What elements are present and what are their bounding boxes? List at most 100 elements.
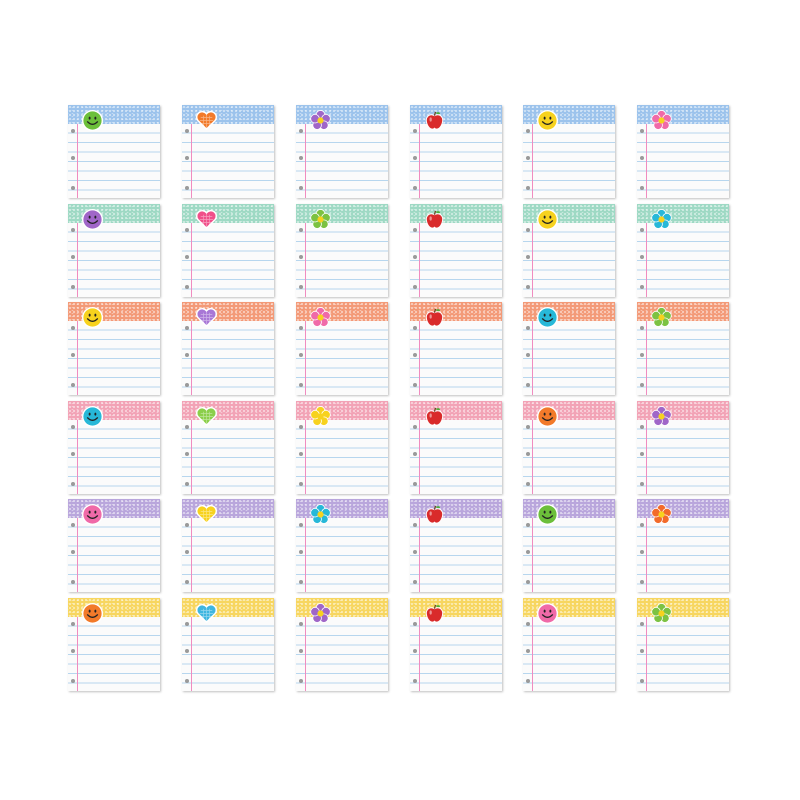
smiley-icon (81, 405, 104, 428)
ruled-lines (68, 223, 160, 297)
punch-hole (640, 550, 644, 554)
heart-icon (195, 405, 218, 428)
heart-icon (195, 602, 218, 625)
notebook-paper-card (637, 302, 729, 395)
smiley-icon (536, 602, 559, 625)
punch-hole (185, 186, 189, 190)
punch-hole (526, 156, 530, 160)
punch-hole (185, 580, 189, 584)
margin-line (191, 617, 192, 691)
margin-line (419, 518, 420, 592)
margin-line (419, 321, 420, 395)
margin-line (191, 518, 192, 592)
ruled-lines (68, 518, 160, 592)
notebook-paper-card (523, 401, 615, 494)
flower-icon (309, 306, 332, 329)
heart-icon (195, 208, 218, 231)
ruled-lines (296, 420, 388, 494)
margin-line (191, 321, 192, 395)
punch-hole (413, 523, 417, 527)
punch-hole (185, 679, 189, 683)
flower-icon (309, 602, 332, 625)
punch-hole (413, 452, 417, 456)
flower-icon (650, 405, 673, 428)
notebook-paper-card (182, 598, 274, 691)
punch-hole (413, 482, 417, 486)
notebook-paper-card (637, 204, 729, 297)
punch-hole (526, 550, 530, 554)
punch-hole (299, 523, 303, 527)
punch-hole (299, 228, 303, 232)
notebook-paper-card (68, 598, 160, 691)
notebook-paper-card (296, 401, 388, 494)
notebook-paper-card (410, 302, 502, 395)
punch-hole (185, 255, 189, 259)
smiley-icon (536, 503, 559, 526)
ruled-lines (523, 518, 615, 592)
flower-icon (309, 208, 332, 231)
punch-hole (185, 156, 189, 160)
punch-hole (640, 452, 644, 456)
heart-icon (195, 109, 218, 132)
punch-hole (413, 228, 417, 232)
punch-hole (413, 550, 417, 554)
punch-hole (526, 129, 530, 133)
punch-hole (526, 523, 530, 527)
margin-line (532, 617, 533, 691)
punch-hole (526, 452, 530, 456)
notebook-paper-card (410, 401, 502, 494)
punch-hole (185, 326, 189, 330)
notebook-paper-card (637, 499, 729, 592)
margin-line (532, 321, 533, 395)
flower-icon (650, 503, 673, 526)
punch-hole (526, 255, 530, 259)
punch-hole (71, 326, 75, 330)
ruled-lines (296, 124, 388, 198)
punch-hole (526, 285, 530, 289)
ruled-lines (296, 321, 388, 395)
ruled-lines (182, 124, 274, 198)
notebook-paper-card (182, 401, 274, 494)
ruled-lines (637, 223, 729, 297)
punch-hole (413, 255, 417, 259)
punch-hole (640, 523, 644, 527)
apple-icon (423, 503, 446, 526)
apple-icon (423, 208, 446, 231)
margin-line (305, 518, 306, 592)
notebook-paper-card (296, 204, 388, 297)
notebook-paper-card (68, 401, 160, 494)
punch-hole (413, 285, 417, 289)
margin-line (77, 420, 78, 494)
notebook-paper-card (523, 105, 615, 198)
notebook-paper-card (637, 598, 729, 691)
margin-line (419, 223, 420, 297)
punch-hole (71, 228, 75, 232)
punch-hole (299, 425, 303, 429)
punch-hole (71, 523, 75, 527)
margin-line (419, 124, 420, 198)
punch-hole (185, 228, 189, 232)
punch-hole (413, 383, 417, 387)
punch-hole (526, 622, 530, 626)
punch-hole (526, 186, 530, 190)
punch-hole (71, 353, 75, 357)
punch-hole (413, 129, 417, 133)
ruled-lines (410, 321, 502, 395)
punch-hole (71, 285, 75, 289)
punch-hole (185, 353, 189, 357)
flower-icon (650, 109, 673, 132)
punch-hole (526, 679, 530, 683)
notebook-paper-card (410, 499, 502, 592)
apple-icon (423, 109, 446, 132)
punch-hole (185, 285, 189, 289)
margin-line (305, 124, 306, 198)
ruled-lines (523, 124, 615, 198)
margin-line (77, 518, 78, 592)
punch-hole (640, 580, 644, 584)
punch-hole (71, 679, 75, 683)
punch-hole (299, 255, 303, 259)
punch-hole (640, 285, 644, 289)
smiley-icon (536, 109, 559, 132)
ruled-lines (68, 420, 160, 494)
punch-hole (640, 383, 644, 387)
